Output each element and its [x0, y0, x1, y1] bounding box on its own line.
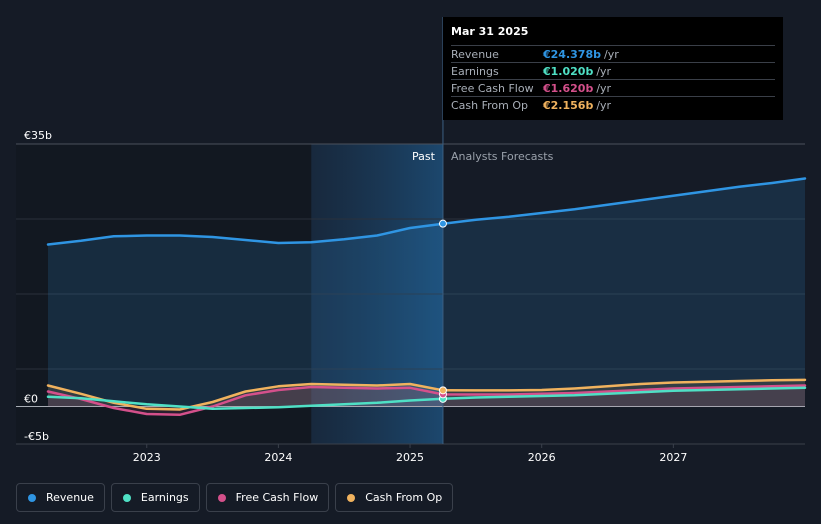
- highlight-point-revenue: [438, 219, 447, 228]
- legend-label: Earnings: [140, 491, 189, 504]
- legend-dot-icon: [28, 493, 36, 502]
- chart-tooltip: Mar 31 2025 Revenue €24.378b /yr Earning…: [443, 17, 783, 120]
- legend-item-cash-from-op[interactable]: Cash From Op: [335, 483, 454, 512]
- past-label: Past: [412, 150, 436, 163]
- tooltip-unit: /yr: [596, 81, 612, 95]
- legend-dot-icon: [217, 493, 226, 502]
- tooltip-row-earnings: Earnings €1.020b /yr: [451, 62, 775, 79]
- tooltip-unit: /yr: [596, 64, 612, 78]
- series-area-revenue: [48, 178, 805, 407]
- legend-item-revenue[interactable]: Revenue: [16, 483, 105, 512]
- series-area-cash-from-op: [48, 379, 805, 410]
- tooltip-label: Free Cash Flow: [451, 81, 534, 95]
- legend-dot-icon: [347, 493, 356, 502]
- legend-label: Revenue: [46, 491, 94, 504]
- y-tick-label: -€5b: [24, 430, 49, 443]
- tooltip-row-cash-from-op: Cash From Op €2.156b /yr: [451, 96, 775, 113]
- x-tick-label: 2027: [659, 451, 687, 464]
- forecast-label: Analysts Forecasts: [451, 150, 554, 163]
- tooltip-row-free-cash-flow: Free Cash Flow €1.620b /yr: [451, 79, 775, 96]
- tooltip-date: Mar 31 2025: [451, 25, 529, 38]
- highlight-point-cash-from-op: [438, 386, 447, 395]
- x-tick-label: 2023: [133, 451, 161, 464]
- chart-legend: Revenue Earnings Free Cash Flow Cash Fro…: [16, 483, 454, 512]
- x-tick-label: 2024: [264, 451, 292, 464]
- tooltip-label: Earnings: [451, 64, 499, 78]
- tooltip-label: Revenue: [451, 47, 499, 61]
- legend-label: Cash From Op: [365, 491, 443, 504]
- series-line-free-cash-flow: [46, 384, 807, 417]
- legend-item-earnings[interactable]: Earnings: [110, 483, 200, 512]
- tooltip-value: €24.378b: [543, 47, 601, 61]
- legend-item-free-cash-flow[interactable]: Free Cash Flow: [205, 483, 330, 512]
- series-line-earnings: [46, 386, 807, 411]
- tooltip-unit: /yr: [603, 47, 619, 61]
- legend-label: Free Cash Flow: [235, 491, 319, 504]
- tooltip-label: Cash From Op: [451, 98, 529, 112]
- tooltip-value: €2.156b: [543, 98, 594, 112]
- x-tick-label: 2026: [528, 451, 556, 464]
- x-tick-label: 2025: [396, 451, 424, 464]
- tooltip-row-revenue: Revenue €24.378b /yr: [451, 45, 775, 62]
- tooltip-value: €1.020b: [543, 64, 594, 78]
- legend-dot-icon: [122, 493, 131, 502]
- tooltip-unit: /yr: [596, 98, 612, 112]
- series-line-cash-from-op: [46, 378, 807, 411]
- series-line-revenue: [46, 177, 807, 246]
- tooltip-value: €1.620b: [543, 81, 594, 95]
- y-tick-label: €0: [24, 393, 38, 406]
- y-tick-label: €35b: [24, 129, 52, 142]
